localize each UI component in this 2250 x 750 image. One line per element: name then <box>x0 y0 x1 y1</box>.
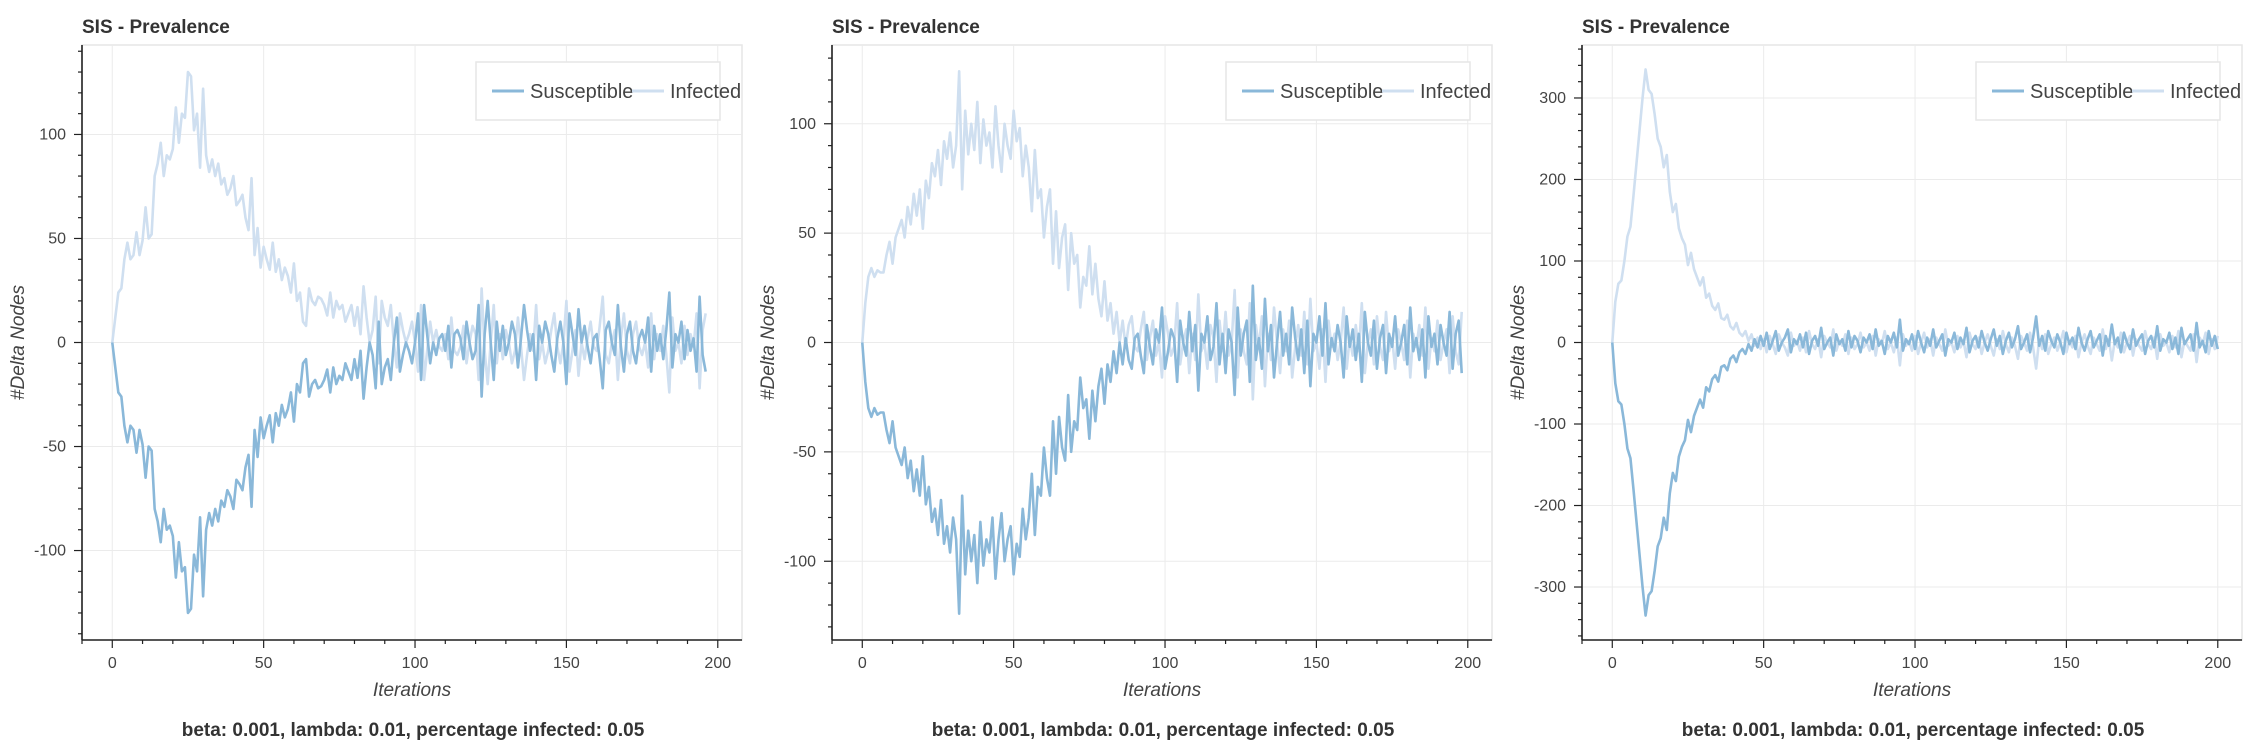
chart-panel-2: SIS - Prevalence 0 50 100 150 200 -100 -50 0 50 10… <box>758 17 1493 741</box>
y-axis-label: #Delta Nodes <box>8 284 29 400</box>
y-tick-label: -300 <box>1534 579 1566 596</box>
series-line-infected <box>860 69 1464 401</box>
y-tick-label: -50 <box>43 439 66 456</box>
legend-label-infected: Infected <box>2170 81 2241 103</box>
legend-label-susceptible: Susceptible <box>530 81 633 103</box>
chart-title: SIS - Prevalence <box>82 17 230 38</box>
series-line-susceptible <box>1610 315 2220 617</box>
y-tick-label: -100 <box>1534 416 1566 433</box>
x-tick-label: 0 <box>858 655 867 672</box>
x-axis-label: Iterations <box>1123 680 1202 701</box>
y-tick-label: 0 <box>57 335 66 352</box>
x-tick-label: 50 <box>255 655 273 672</box>
x-tick-label: 200 <box>704 655 731 672</box>
y-axis-label: #Delta Nodes <box>1508 284 1529 400</box>
y-tick-label: -100 <box>34 543 66 560</box>
y-tick-label: 50 <box>48 230 66 247</box>
y-axis-label: #Delta Nodes <box>758 284 779 400</box>
series-line-susceptible <box>110 291 707 615</box>
series-line-infected <box>110 70 707 394</box>
x-tick-label: 100 <box>1902 655 1929 672</box>
legend-label-susceptible: Susceptible <box>2030 81 2133 103</box>
panel-caption: beta: 0.001, lambda: 0.01, percentage in… <box>182 720 645 741</box>
x-axis-label: Iterations <box>1873 680 1952 701</box>
y-tick-label: -100 <box>784 553 816 570</box>
legend-label-susceptible: Susceptible <box>1280 81 1383 103</box>
y-tick-label: 50 <box>798 225 816 242</box>
panel-caption: beta: 0.001, lambda: 0.01, percentage in… <box>1682 720 2145 741</box>
y-tick-label: 300 <box>1539 90 1566 107</box>
y-tick-label: 100 <box>789 116 816 133</box>
legend: Susceptible Infected <box>1975 61 2241 121</box>
legend: Susceptible Infected <box>475 61 741 121</box>
x-tick-label: 150 <box>2053 655 2080 672</box>
x-tick-label: 200 <box>1454 655 1481 672</box>
y-tick-label: 200 <box>1539 171 1566 188</box>
legend-label-infected: Infected <box>670 81 741 103</box>
x-tick-label: 100 <box>1152 655 1179 672</box>
chart-title: SIS - Prevalence <box>832 17 980 38</box>
x-tick-label: 50 <box>1005 655 1023 672</box>
y-tick-label: 0 <box>807 335 816 352</box>
x-tick-label: 50 <box>1755 655 1773 672</box>
y-tick-label: -200 <box>1534 498 1566 515</box>
y-tick-label: 100 <box>39 126 66 143</box>
chart-panel-3: SIS - Prevalence 0 50 100 150 200 -300 -200 -100… <box>1508 17 2243 741</box>
legend: Susceptible Infected <box>1225 61 1491 121</box>
chart-title: SIS - Prevalence <box>1582 17 1730 38</box>
x-tick-label: 150 <box>1303 655 1330 672</box>
x-tick-label: 0 <box>1608 655 1617 672</box>
x-axis-label: Iterations <box>373 680 452 701</box>
legend-label-infected: Infected <box>1420 81 1491 103</box>
y-tick-label: 0 <box>1557 335 1566 352</box>
series-line-susceptible <box>860 284 1464 616</box>
panel-caption: beta: 0.001, lambda: 0.01, percentage in… <box>932 720 1395 741</box>
series-line-infected <box>1610 68 2220 370</box>
x-tick-label: 200 <box>2204 655 2231 672</box>
y-tick-label: -50 <box>793 444 816 461</box>
x-tick-label: 100 <box>402 655 429 672</box>
x-tick-label: 150 <box>553 655 580 672</box>
y-tick-label: 100 <box>1539 253 1566 270</box>
x-tick-label: 0 <box>108 655 117 672</box>
chart-panel-1: SIS - Prevalence 0 50 100 150 200 -100 -50 0 50 10… <box>8 17 743 741</box>
